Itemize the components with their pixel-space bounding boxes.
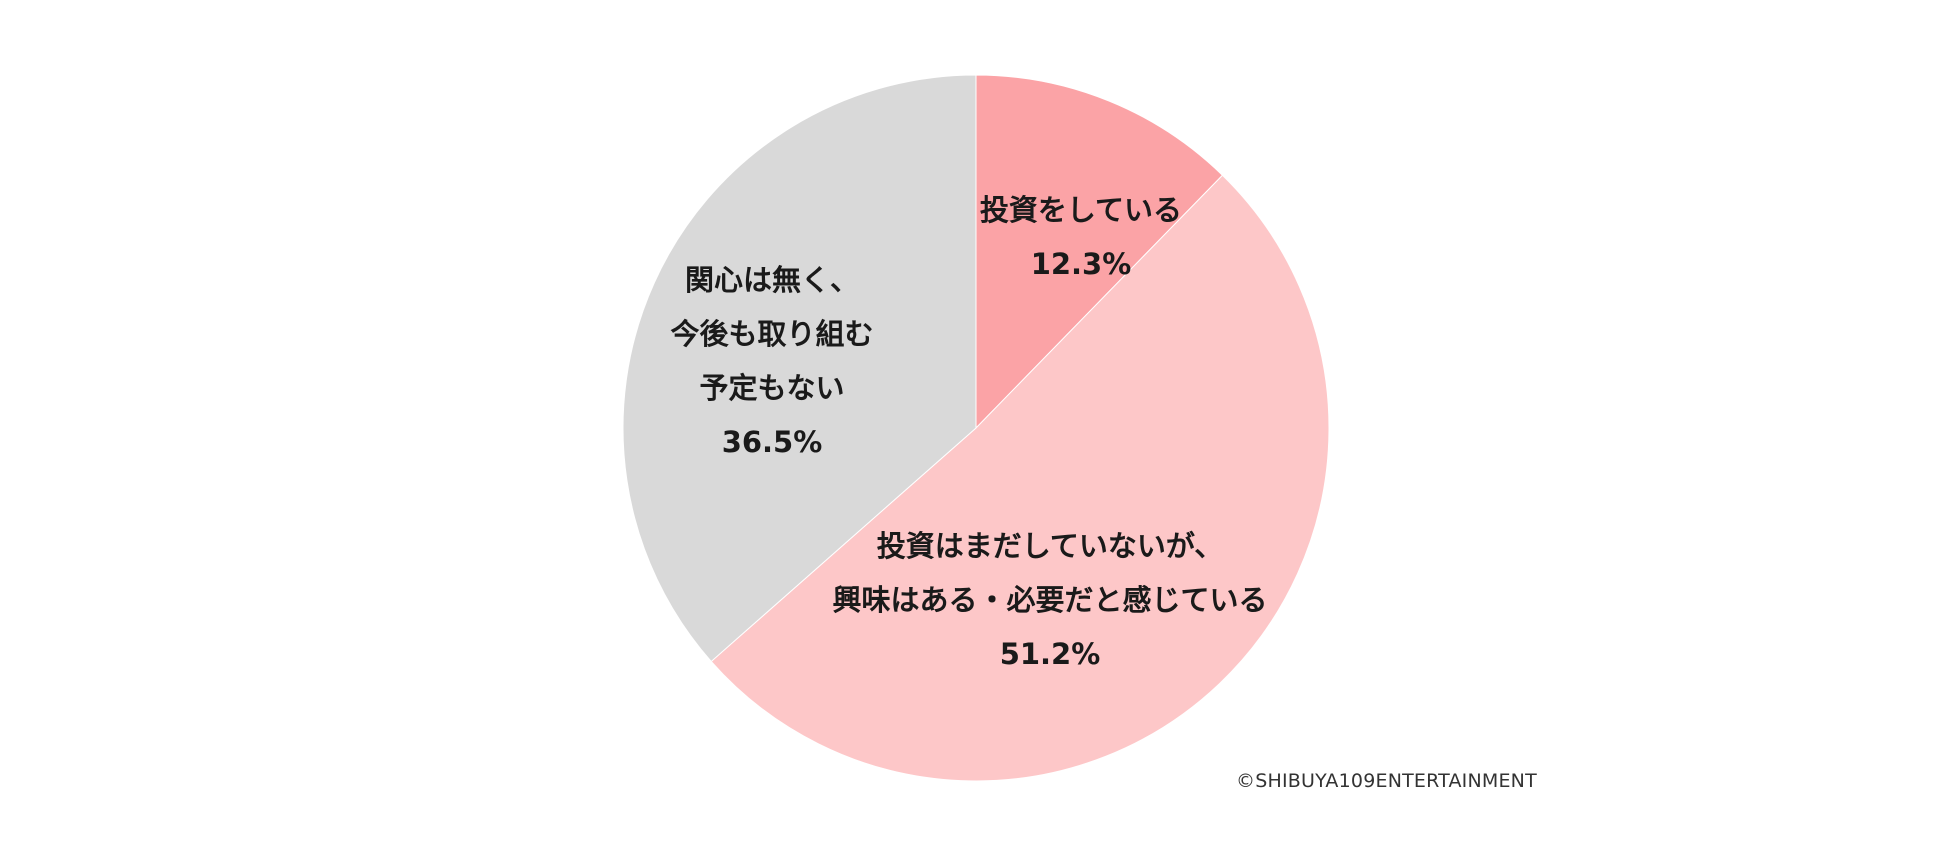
- slice-value-label: 36.5%: [722, 425, 823, 459]
- slice-category-label: 投資をしている: [980, 193, 1182, 227]
- pie-slice-label-1: 投資をしている 12.3%: [980, 193, 1182, 281]
- pie-slice-label-2: 投資はまだしていないが、興味はある・必要だと感じている 51.2%: [832, 529, 1267, 671]
- pie-labels: 投資をしている 12.3% 投資はまだしていないが、興味はある・必要だと感じている 5…: [670, 193, 1267, 671]
- slice-category-label: 興味はある・必要だと感じている: [832, 583, 1267, 617]
- pie-slice-1: [975, 74, 1224, 430]
- slice-category-label: 関心は無く、: [685, 263, 859, 297]
- pie-slice-3: [622, 74, 977, 663]
- pie-slices: [622, 74, 1330, 782]
- slice-category-label: 今後も取り組む: [670, 317, 873, 351]
- slice-value-label: 51.2%: [1000, 637, 1101, 671]
- copyright-notice: ©SHIBUYA109ENTERTAINMENT: [1236, 770, 1537, 792]
- slice-category-label: 予定もない: [699, 371, 844, 405]
- slice-category-label: 投資はまだしていないが、: [877, 529, 1224, 563]
- slice-value-label: 12.3%: [1031, 247, 1132, 281]
- pie-slice-2: [710, 174, 1330, 782]
- pie-slice-label-3: 関心は無く、今後も取り組む予定もない 36.5%: [670, 263, 873, 459]
